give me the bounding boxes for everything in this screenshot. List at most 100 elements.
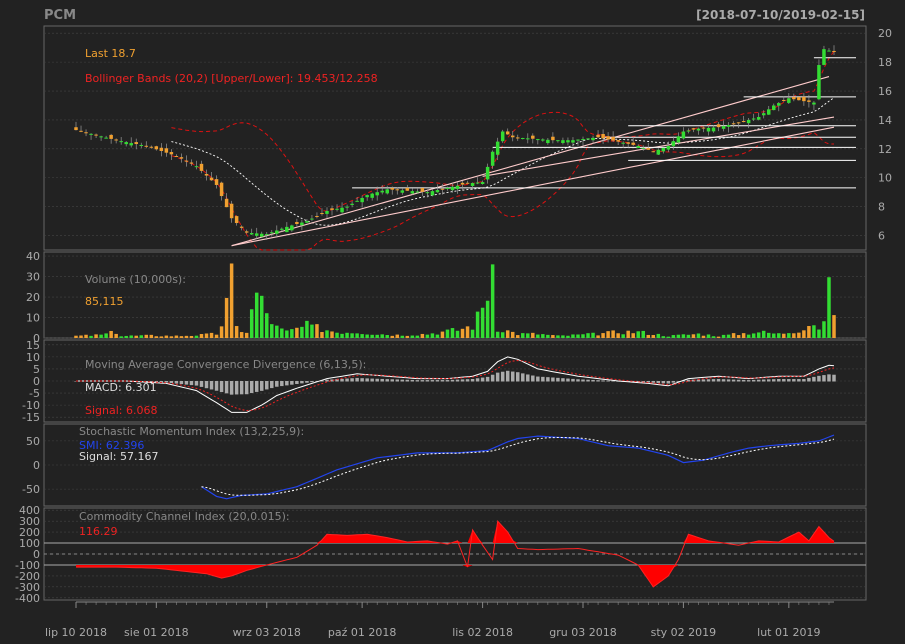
candle-body: [726, 124, 731, 127]
volume-bar: [772, 333, 776, 338]
volume-bar: [636, 331, 640, 338]
volume-bar: [706, 334, 711, 338]
trend-line: [231, 76, 830, 247]
macd-histogram-bar: [365, 378, 369, 382]
macd-histogram-bar: [470, 378, 475, 382]
volume-bar: [756, 332, 761, 338]
price-tick-label: 12: [878, 143, 892, 156]
volume-bar: [641, 330, 645, 338]
x-tick-label: sty 02 2019: [651, 626, 717, 639]
macd-histogram-bar: [440, 380, 445, 382]
volume-bar: [400, 335, 405, 338]
macd-histogram-bar: [149, 381, 154, 383]
volume-bar: [726, 334, 731, 338]
price-tick-label: 18: [878, 56, 892, 69]
volume-bar: [410, 335, 415, 338]
macd-histogram-bar: [320, 380, 324, 382]
candle-body: [144, 145, 149, 147]
macd-histogram-bar: [184, 381, 189, 385]
candle-body: [410, 191, 415, 194]
candle-body: [335, 208, 339, 210]
candle-body: [435, 190, 440, 193]
macd-histogram-bar: [656, 381, 661, 384]
macd-histogram-bar: [761, 379, 766, 382]
macd-histogram-bar: [265, 381, 269, 390]
volume-bar: [89, 335, 93, 338]
candle-body: [802, 96, 806, 102]
macd-histogram-bar: [270, 381, 274, 389]
x-axis: lip 10 2018 sie 01 2018 wrz 03 2018 paź 01 …: [45, 601, 834, 639]
volume-bar: [475, 311, 480, 338]
candle-body: [365, 195, 369, 198]
candle-body: [797, 97, 801, 101]
macd-tick-label: 5: [33, 363, 40, 376]
volume-bar: [812, 325, 816, 338]
volume-bar: [179, 336, 184, 338]
macd-histogram-bar: [345, 378, 349, 382]
macd-histogram-bar: [671, 381, 676, 383]
macd-histogram-bar: [817, 375, 821, 382]
macd-histogram-bar: [706, 379, 711, 382]
cci-tick-label: -400: [15, 592, 40, 605]
macd-histogram-bar: [606, 380, 610, 382]
candle-body: [566, 140, 570, 143]
candle-body: [571, 140, 575, 143]
macd-histogram-bar: [295, 381, 299, 384]
volume-bar: [270, 324, 274, 338]
candle-body: [325, 210, 329, 214]
volume-bar: [164, 335, 169, 338]
cci-oversold-fill: [76, 564, 679, 587]
smi-line: [201, 434, 835, 500]
candle-body: [731, 123, 736, 125]
candle-body: [596, 134, 600, 138]
cci-line: [76, 519, 835, 588]
smi-title: Stochastic Momentum Index (13,2,25,9):: [79, 425, 304, 438]
macd-title: Moving Average Convergence Divergence (6…: [85, 358, 366, 371]
volume-bar: [731, 333, 736, 338]
candle-body: [641, 147, 645, 149]
volume-bar: [295, 327, 299, 338]
candle-body: [114, 139, 118, 141]
x-tick-label: lut 01 2019: [757, 626, 820, 639]
volume-bar: [420, 333, 425, 338]
volume-bar: [696, 333, 701, 338]
volume-bar: [651, 335, 656, 338]
x-tick-label: paź 01 2018: [328, 626, 396, 639]
candle-body: [591, 137, 595, 141]
macd-histogram-bar: [204, 381, 209, 389]
volume-bar: [350, 333, 354, 338]
candle-body: [546, 139, 550, 144]
cci-tick-label: 0: [33, 548, 40, 561]
candle-body: [500, 131, 505, 142]
candle-body: [581, 139, 585, 141]
macd-histogram-bar: [696, 379, 701, 382]
macd-histogram-bar: [410, 379, 415, 382]
volume-bar: [169, 336, 174, 338]
candle-body: [104, 137, 108, 139]
volume-bar: [666, 336, 671, 338]
volume-bar: [766, 332, 771, 338]
candle-body: [415, 191, 420, 193]
macd-histogram-bar: [666, 381, 671, 384]
price-frame: [43, 25, 867, 251]
candle-body: [606, 136, 610, 140]
macd-histogram-bar: [787, 379, 791, 382]
candle-body: [340, 207, 344, 213]
candle-body: [74, 127, 78, 131]
volume-bar: [219, 326, 224, 338]
volume-bar: [370, 334, 374, 338]
candle-body: [300, 222, 304, 226]
candle-body: [510, 135, 515, 138]
volume-frame: [43, 251, 867, 339]
volume-bar: [746, 334, 751, 338]
macd-histogram-bar: [275, 381, 279, 387]
candle-body: [400, 190, 405, 193]
volume-bar: [681, 334, 686, 338]
candle-body: [696, 128, 701, 131]
smi-panel: -50 0 50: [22, 423, 867, 507]
candle-body: [174, 156, 179, 158]
macd-histogram-bar: [766, 379, 771, 382]
candle-body: [275, 230, 279, 234]
candle-body: [79, 130, 83, 132]
price-tick-label: 10: [878, 172, 892, 185]
